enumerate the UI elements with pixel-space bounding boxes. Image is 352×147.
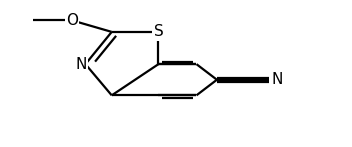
Text: S: S: [153, 24, 163, 39]
Text: N: N: [75, 57, 87, 72]
Text: N: N: [271, 72, 283, 87]
Text: O: O: [66, 13, 78, 28]
